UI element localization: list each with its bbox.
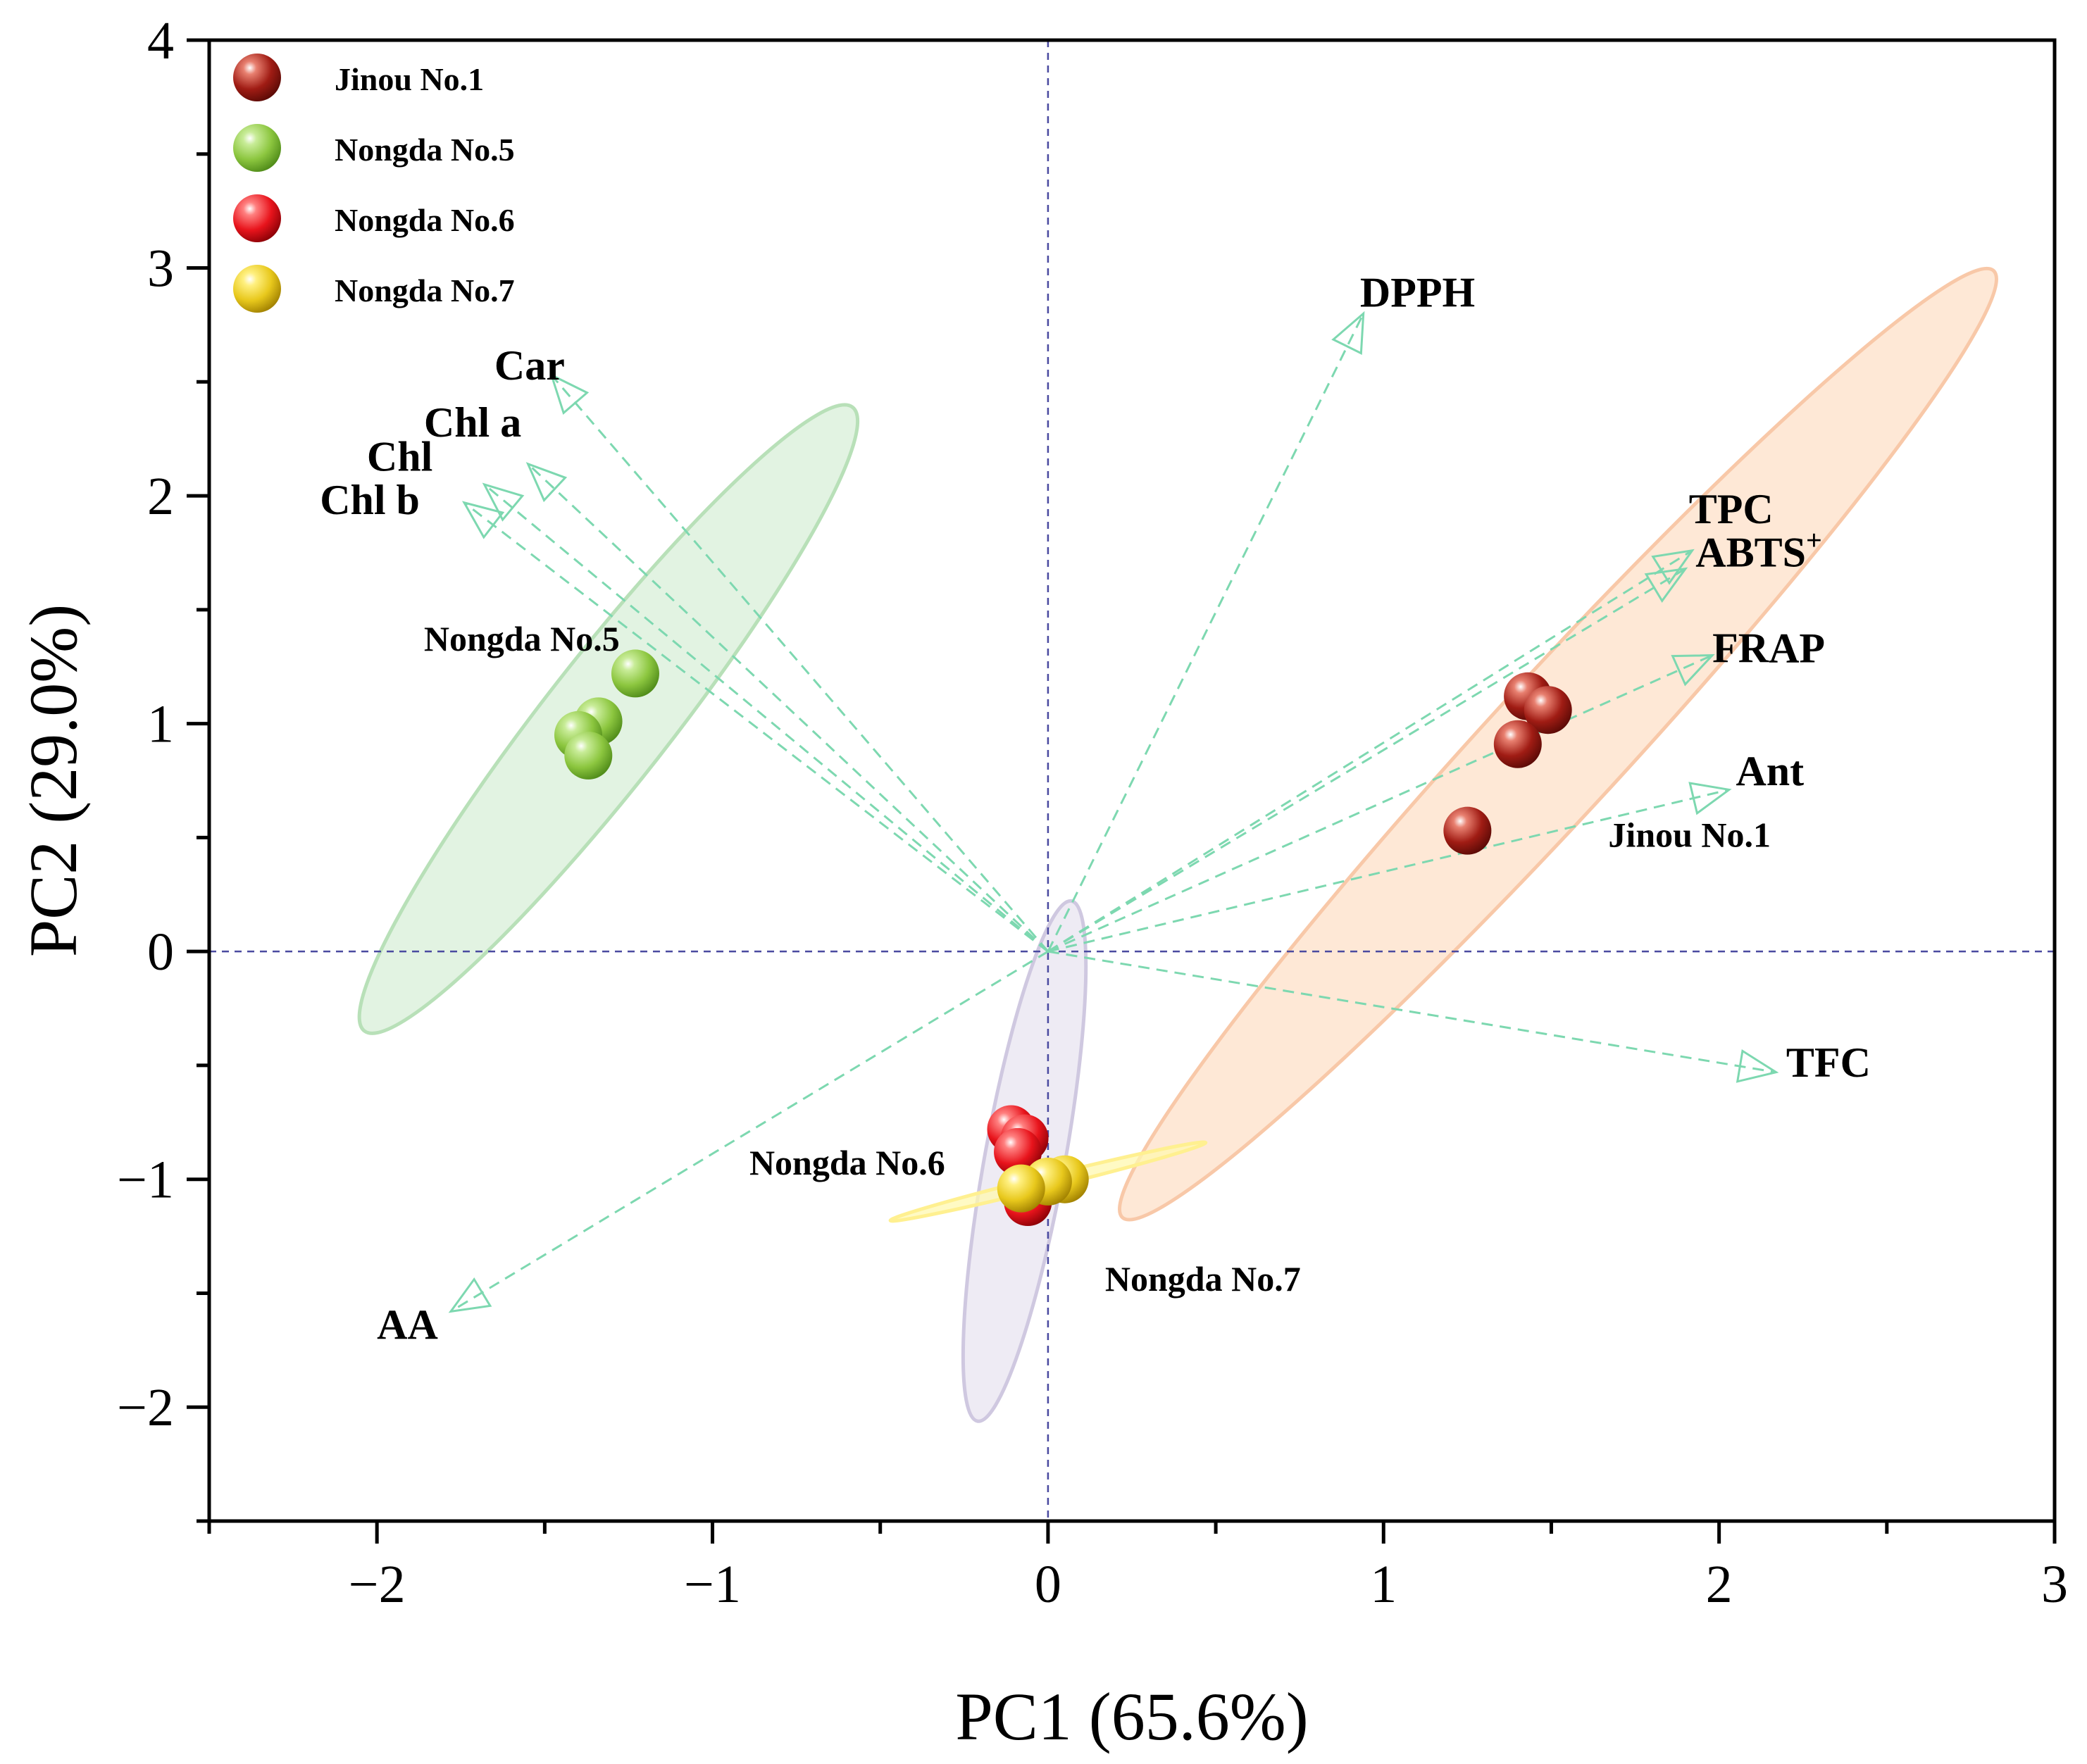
y-tick-label: 2 — [147, 467, 174, 526]
group-label-nongda-no-7: Nongda No.7 — [1105, 1259, 1301, 1299]
loading-arrowhead-tfc — [1736, 1049, 1779, 1083]
loading-arrowhead-aa — [448, 1277, 492, 1313]
loading-label-tfc: TFC — [1786, 1039, 1871, 1086]
x-tick-label: 1 — [1370, 1555, 1397, 1614]
point-nongda-no-5-1 — [611, 649, 659, 698]
loading-vector-chl — [483, 483, 1049, 953]
loading-arrowhead-abts — [1644, 567, 1688, 603]
point-nongda-no-6-3 — [994, 1127, 1042, 1176]
loading-arrowhead-chl — [482, 482, 525, 522]
legend-label-nongda-no-7: Nongda No.7 — [335, 273, 515, 308]
loading-label-aa: AA — [377, 1301, 438, 1348]
loading-arrowhead-chl-a — [525, 462, 568, 503]
loading-label-chl-b: Chl b — [320, 477, 420, 523]
legend-marker-nongda-no-6 — [233, 194, 281, 242]
loading-vector-dpph — [1047, 313, 1365, 952]
x-tick-label: 2 — [1706, 1555, 1733, 1614]
x-tick-label: −2 — [349, 1555, 406, 1614]
reference-lines — [209, 40, 2055, 1521]
group-label-nongda-no-5: Nongda No.5 — [424, 619, 620, 658]
loading-vector-aa — [450, 950, 1049, 1313]
loading-label-car: Car — [494, 342, 565, 389]
point-jinou-no-1-2 — [1524, 686, 1572, 734]
y-tick-label: 1 — [147, 695, 174, 754]
loading-arrowhead-dpph — [1331, 311, 1365, 355]
y-tick-label: 0 — [147, 922, 174, 982]
y-tick-label: 4 — [147, 11, 174, 70]
legend-marker-nongda-no-5 — [233, 124, 281, 172]
ellipse-jinou-no-1 — [1117, 266, 1999, 1222]
point-nongda-no-5-4 — [564, 731, 613, 780]
x-axis: −2 −1 0 1 2 3 — [207, 1521, 2068, 1614]
plot-frame — [207, 38, 2057, 1523]
loading-arrowhead-frap — [1671, 653, 1715, 687]
loading-label-superscript: + — [1806, 524, 1822, 556]
loading-vector-frap — [1047, 654, 1713, 953]
y-tick-label: −1 — [117, 1151, 174, 1210]
legend-marker-nongda-no-7 — [233, 265, 281, 313]
loading-label-chl-a: Chl a — [424, 399, 521, 446]
y-tick-label: 3 — [147, 239, 174, 299]
loading-arrowhead-ant — [1688, 782, 1732, 815]
loading-vector-chl-b — [463, 501, 1049, 953]
loading-vector-chl-a — [527, 463, 1049, 953]
y-axis: −2 −1 0 1 2 3 4 — [117, 11, 209, 1523]
loading-label-ant: Ant — [1736, 748, 1804, 794]
y-tick-label: −2 — [117, 1378, 174, 1437]
point-jinou-no-1-4 — [1443, 806, 1492, 855]
y-axis-title: PC2 (29.0%) — [15, 604, 91, 957]
group-label-jinou-no-1: Jinou No.1 — [1608, 815, 1771, 854]
loading-vector-tfc — [1047, 950, 1776, 1074]
point-nongda-no-7-3 — [997, 1164, 1045, 1213]
legend-marker-jinou-no-1 — [233, 54, 281, 101]
loading-label-tpc: TPC — [1689, 486, 1774, 532]
x-axis-title: PC1 (65.6%) — [955, 1679, 1308, 1754]
legend-label-nongda-no-5: Nongda No.5 — [335, 132, 515, 168]
loading-label-abts: ABTS+ — [1695, 524, 1822, 575]
loading-vector-ant — [1047, 788, 1730, 953]
x-tick-label: 3 — [2041, 1555, 2068, 1614]
loading-vector-abts — [1047, 568, 1686, 953]
loading-arrowhead-chl-b — [461, 501, 505, 539]
x-tick-label: −1 — [684, 1555, 741, 1614]
legend-label-nongda-no-6: Nongda No.6 — [335, 202, 515, 238]
group-label-nongda-no-6: Nongda No.6 — [749, 1143, 945, 1182]
group-labels: Nongda No.5 Jinou No.1 Nongda No.6 Nongda N… — [424, 619, 1771, 1299]
point-jinou-no-1-3 — [1493, 720, 1542, 768]
score-points — [554, 649, 1572, 1227]
legend-label-jinou-no-1: Jinou No.1 — [335, 61, 484, 97]
loading-vector-tpc — [1047, 549, 1693, 953]
loading-label-chl: Chl — [367, 433, 432, 480]
loading-label-dpph: DPPH — [1360, 270, 1475, 316]
legend: Jinou No.1 Nongda No.5 Nongda No.6 Nongda N… — [233, 54, 515, 313]
loading-arrowhead-car — [549, 373, 590, 415]
x-tick-label: 0 — [1035, 1555, 1061, 1614]
loading-label-frap: FRAP — [1712, 625, 1825, 671]
loading-arrowhead-tpc — [1651, 549, 1695, 585]
